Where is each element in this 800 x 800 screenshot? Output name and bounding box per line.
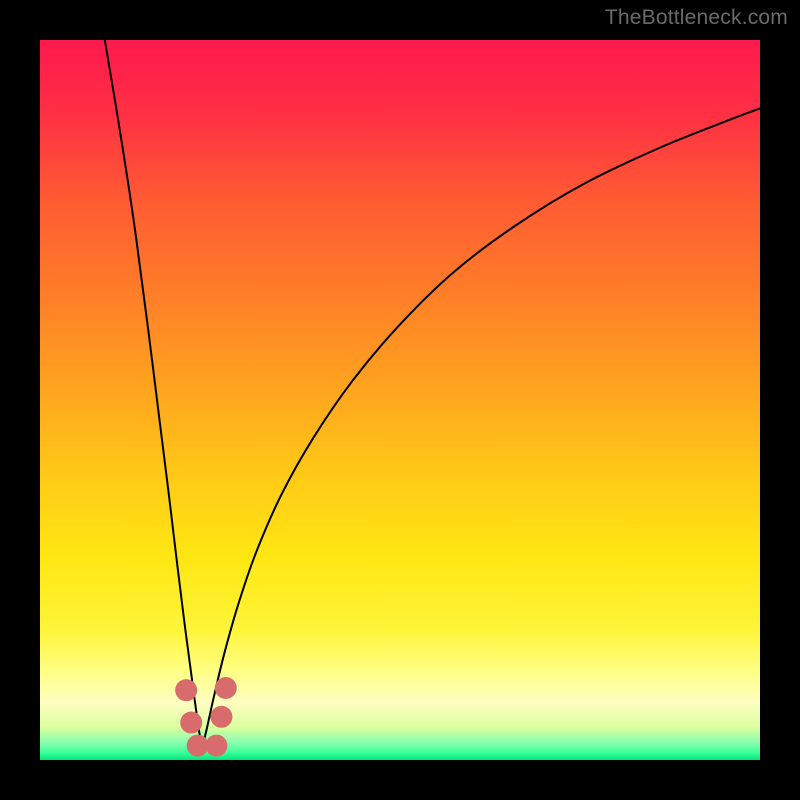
watermark-text: TheBottleneck.com	[605, 6, 788, 30]
vertex-marker-0	[175, 679, 197, 701]
plot-svg	[40, 40, 760, 760]
plot-area	[40, 40, 760, 760]
vertex-marker-4	[210, 706, 232, 728]
vertex-marker-3	[205, 735, 227, 757]
vertex-marker-5	[215, 677, 237, 699]
vertex-marker-2	[187, 735, 209, 757]
vertex-marker-1	[180, 712, 202, 734]
gradient-background	[40, 40, 760, 760]
